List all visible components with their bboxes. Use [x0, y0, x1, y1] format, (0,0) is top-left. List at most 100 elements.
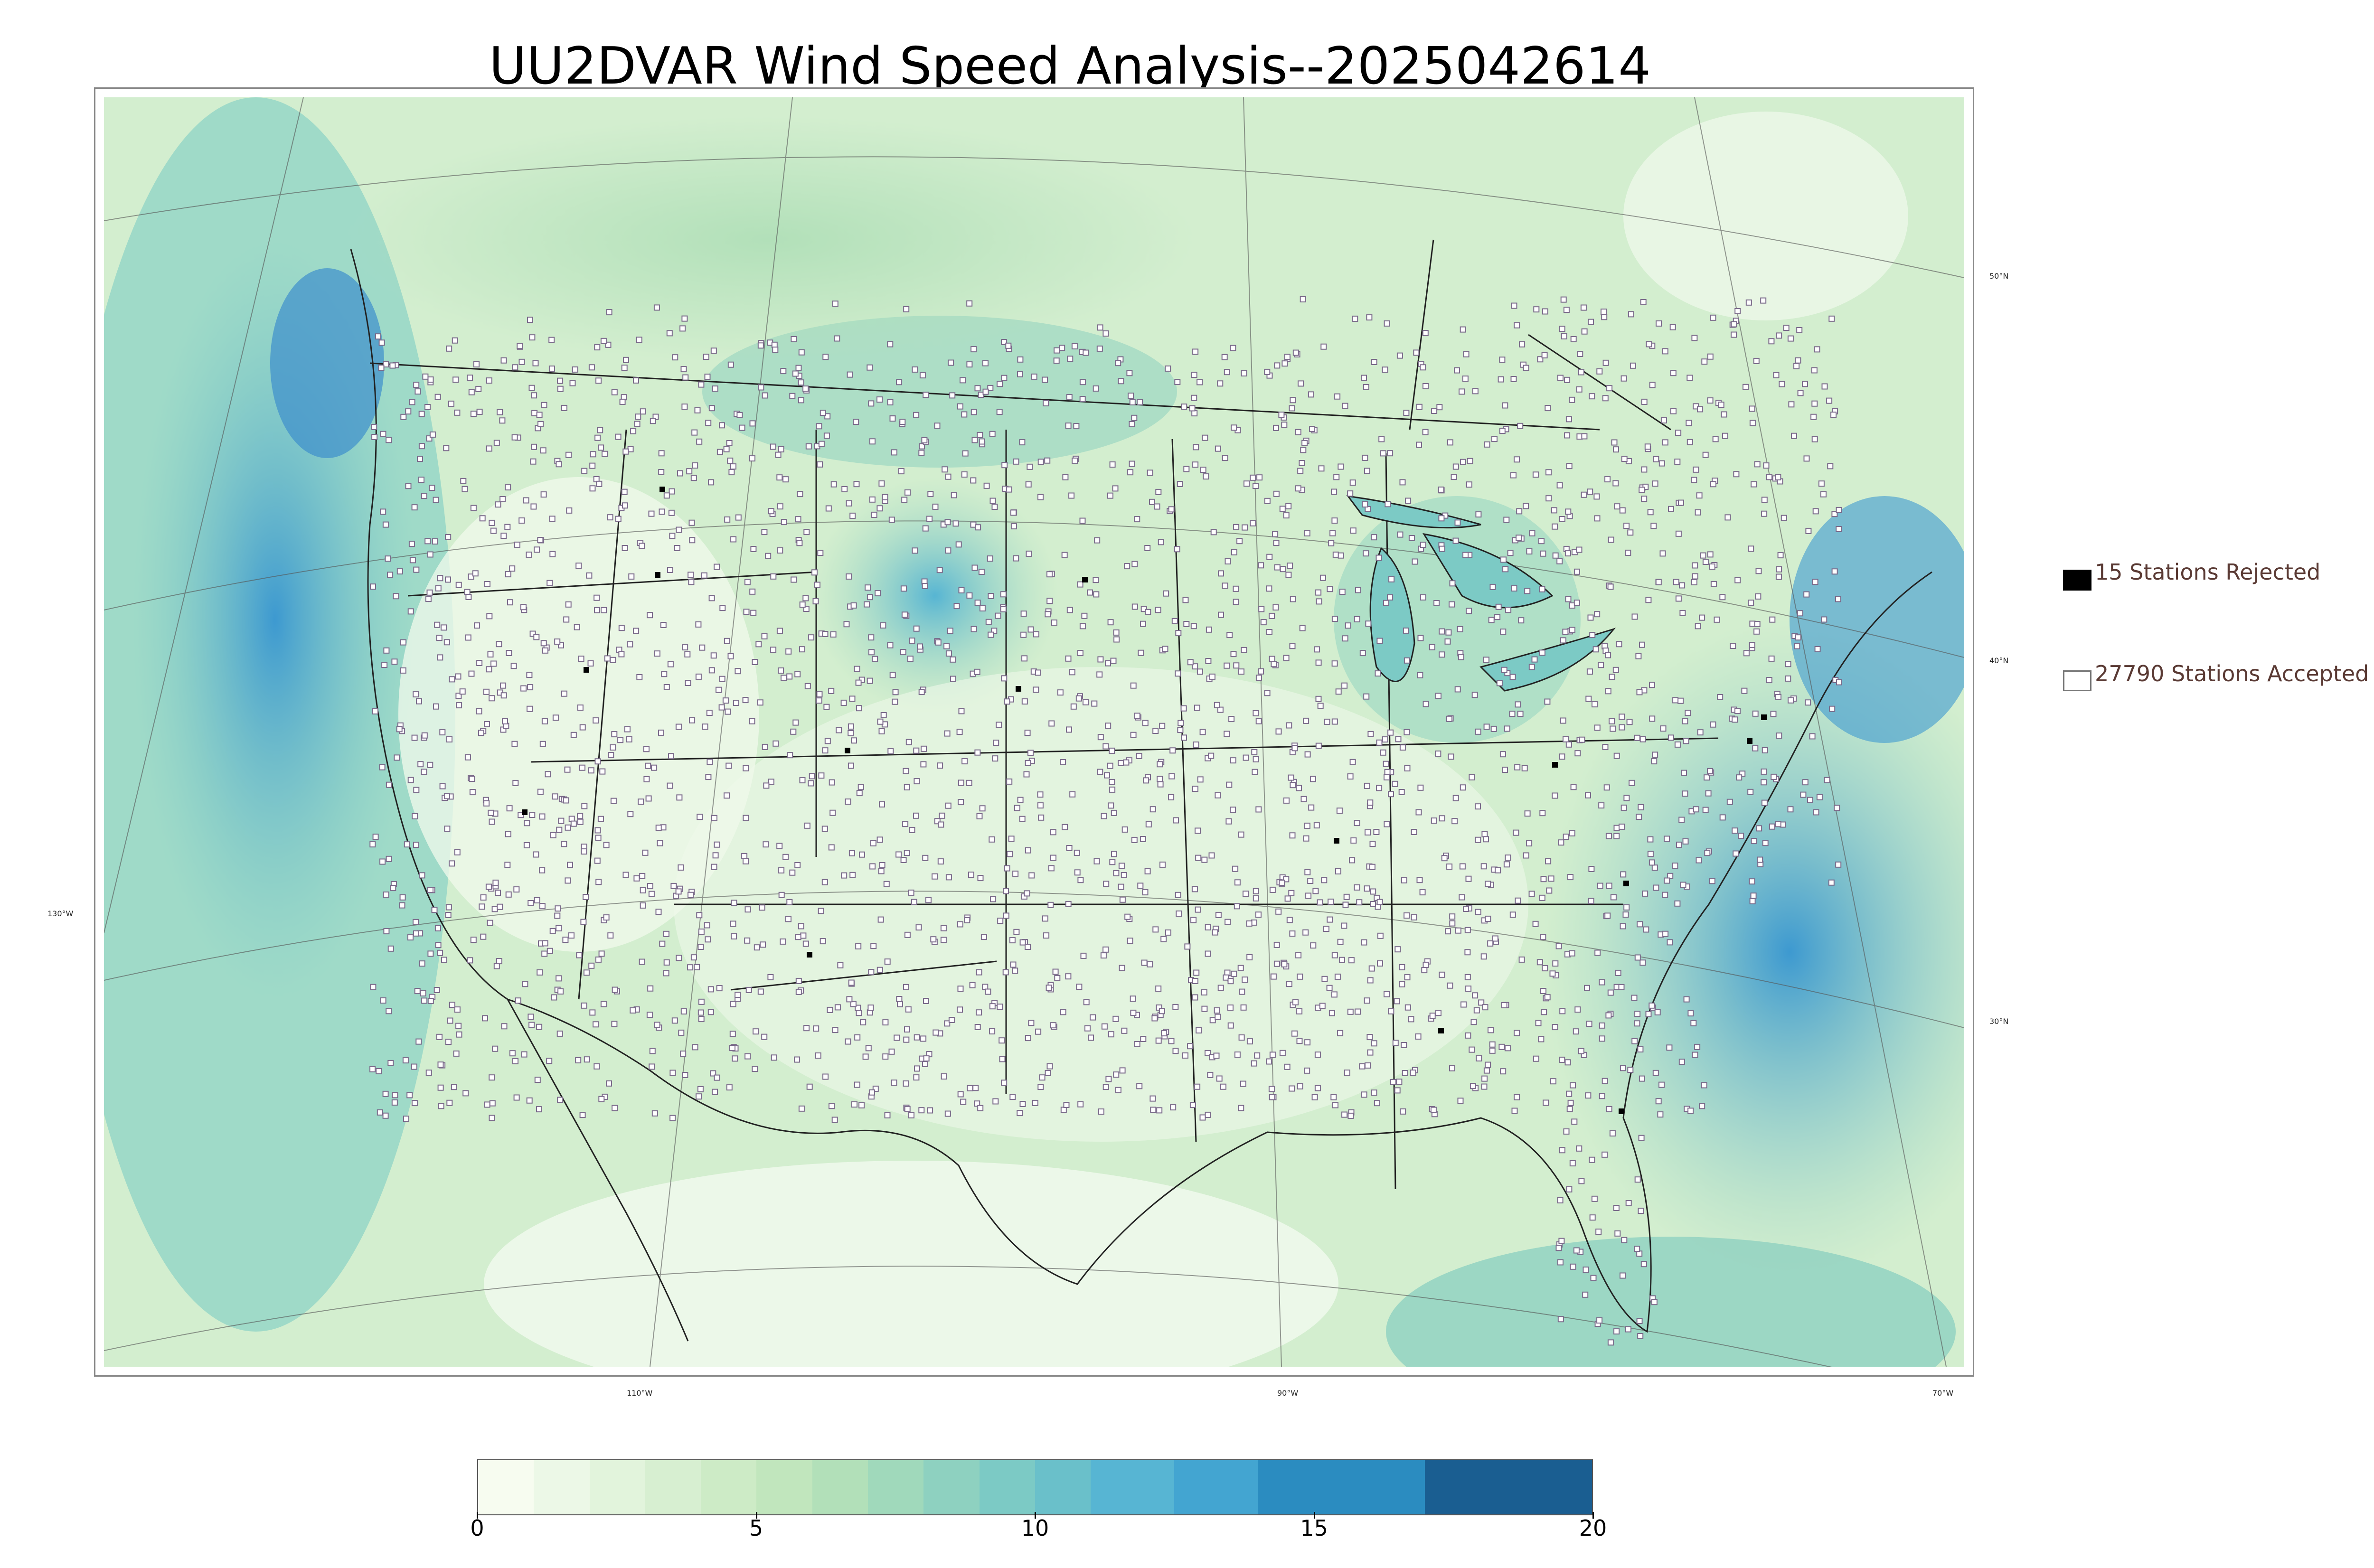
station-accepted	[1500, 1068, 1507, 1075]
colorbar-segment	[923, 1460, 980, 1514]
station-accepted	[1573, 568, 1580, 575]
station-accepted	[650, 418, 656, 424]
station-accepted	[615, 433, 622, 440]
station-accepted	[989, 836, 995, 843]
station-accepted	[486, 666, 492, 673]
station-accepted	[1328, 540, 1335, 546]
station-accepted	[647, 612, 653, 619]
station-accepted	[687, 964, 694, 971]
station-accepted	[1371, 359, 1377, 365]
station-accepted	[1605, 1012, 1612, 1019]
station-accepted	[913, 412, 920, 418]
station-accepted	[407, 608, 414, 615]
station-accepted	[1601, 314, 1608, 320]
station-accepted	[562, 937, 569, 943]
station-accepted	[1613, 1205, 1620, 1211]
station-accepted	[447, 1017, 453, 1024]
station-accepted	[896, 996, 903, 1002]
station-accepted	[977, 432, 983, 438]
station-accepted	[974, 1024, 981, 1030]
station-accepted	[420, 990, 426, 996]
station-accepted	[1174, 379, 1181, 385]
station-accepted	[1124, 913, 1131, 920]
station-accepted	[1246, 954, 1253, 960]
station-accepted	[607, 514, 613, 521]
station-accepted	[771, 1054, 777, 1061]
station-accepted	[919, 443, 925, 450]
station-accepted	[799, 601, 806, 608]
station-accepted	[1438, 515, 1445, 522]
station-accepted	[1196, 379, 1203, 385]
station-accepted	[1555, 1245, 1562, 1251]
station-accepted	[452, 376, 459, 383]
station-accepted	[1251, 749, 1258, 755]
station-accepted	[1552, 552, 1559, 559]
station-accepted	[1172, 1004, 1179, 1010]
station-accepted	[1589, 1214, 1596, 1221]
station-accepted	[1136, 1083, 1143, 1089]
station-accepted	[502, 718, 508, 724]
station-accepted	[1564, 432, 1571, 439]
station-accepted	[1559, 753, 1565, 760]
station-accepted	[676, 794, 683, 801]
station-accepted	[1733, 850, 1739, 857]
station-accepted	[1447, 982, 1453, 989]
station-accepted	[1588, 866, 1595, 872]
station-accepted	[999, 1037, 1005, 1044]
station-accepted	[1190, 623, 1197, 629]
station-accepted	[966, 361, 973, 368]
station-accepted	[1604, 476, 1611, 483]
station-accepted	[1569, 396, 1575, 403]
station-accepted	[1258, 668, 1264, 675]
station-accepted	[725, 762, 732, 769]
station-accepted	[820, 410, 826, 416]
station-accepted	[1515, 701, 1521, 708]
station-accepted	[1514, 764, 1521, 770]
station-accepted	[1383, 761, 1389, 767]
station-accepted	[1701, 1082, 1707, 1089]
station-accepted	[1394, 1087, 1401, 1094]
station-accepted	[1037, 1084, 1044, 1090]
station-accepted	[1331, 660, 1338, 667]
station-accepted	[1093, 577, 1099, 583]
station-accepted	[1366, 1034, 1373, 1041]
station-accepted	[1003, 888, 1009, 894]
station-accepted	[1224, 369, 1230, 376]
station-accepted	[506, 805, 513, 812]
station-accepted	[1780, 515, 1787, 521]
station-accepted	[475, 385, 482, 392]
station-accepted	[1039, 1074, 1046, 1081]
station-accepted	[869, 863, 876, 870]
station-accepted	[1621, 456, 1628, 462]
station-accepted	[594, 434, 601, 441]
station-accepted	[1054, 347, 1060, 354]
station-accepted	[895, 851, 902, 858]
station-accepted	[1107, 762, 1113, 769]
station-accepted	[961, 471, 968, 478]
station-accepted	[1531, 656, 1538, 663]
station-accepted	[1449, 601, 1455, 608]
station-accepted	[1835, 861, 1842, 868]
station-accepted	[841, 872, 848, 879]
wind-speed-map[interactable]	[104, 97, 1964, 1367]
station-accepted	[390, 885, 396, 892]
station-accepted	[1013, 929, 1020, 935]
station-accepted	[1569, 830, 1575, 836]
station-accepted	[1383, 600, 1389, 606]
station-accepted	[518, 517, 525, 524]
station-accepted	[1503, 861, 1510, 868]
station-accepted	[797, 491, 803, 498]
station-accepted	[1810, 413, 1817, 420]
station-accepted	[1710, 481, 1716, 488]
station-accepted	[708, 667, 715, 674]
station-accepted	[1483, 657, 1489, 663]
station-accepted	[1581, 328, 1588, 335]
station-accepted	[689, 717, 696, 723]
station-accepted	[1459, 863, 1466, 870]
station-accepted	[821, 879, 828, 885]
station-accepted	[1677, 697, 1684, 704]
station-accepted	[1598, 662, 1604, 668]
station-accepted	[633, 875, 640, 882]
station-accepted	[1411, 829, 1417, 835]
station-accepted	[1422, 330, 1429, 337]
